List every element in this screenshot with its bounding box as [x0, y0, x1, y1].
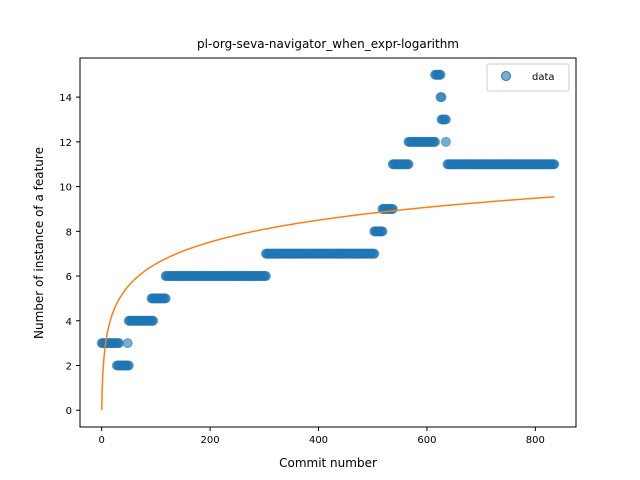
x-axis-title: Commit number [279, 456, 377, 470]
x-tick-label: 600 [417, 435, 436, 446]
data-point [440, 114, 451, 125]
y-tick-label: 6 [66, 272, 72, 283]
plot-area: 0 200 400 600 800 0 2 4 6 8 10 12 14 [59, 57, 577, 446]
data-point [123, 360, 134, 371]
data-point [435, 69, 446, 80]
data-point [430, 136, 441, 147]
legend-marker-data [501, 71, 511, 81]
data-point [377, 226, 388, 237]
legend-box [486, 63, 570, 92]
y-tick-label: 0 [66, 406, 72, 417]
data-points [96, 69, 560, 371]
data-point [148, 315, 159, 326]
data-point [387, 203, 398, 214]
legend: data [486, 63, 570, 92]
y-tick-label: 14 [59, 93, 72, 104]
data-point [369, 248, 380, 259]
data-point [403, 159, 414, 170]
x-tick-label: 400 [309, 435, 328, 446]
x-tick-label: 800 [526, 435, 545, 446]
x-tick-label: 0 [98, 435, 104, 446]
data-point [160, 293, 171, 304]
data-point [114, 338, 125, 349]
data-point [436, 92, 447, 103]
x-tick-label: 200 [201, 435, 220, 446]
y-tick-label: 10 [59, 183, 72, 194]
fit-curve-line [100, 196, 555, 411]
y-tick-label: 4 [66, 317, 72, 328]
data-point [122, 338, 133, 349]
data-point [260, 271, 271, 282]
y-tick-label: 12 [59, 138, 72, 149]
chart-title: pl-org-seva-navigator_when_expr-logarith… [197, 37, 459, 51]
data-point [549, 159, 560, 170]
legend-label-data: data [532, 72, 555, 83]
plot-frame [79, 57, 577, 428]
y-tick-label: 2 [66, 362, 72, 373]
y-axis-title: Number of instance of a feature [32, 147, 46, 339]
y-tick-label: 8 [66, 227, 72, 238]
data-point [440, 136, 451, 147]
